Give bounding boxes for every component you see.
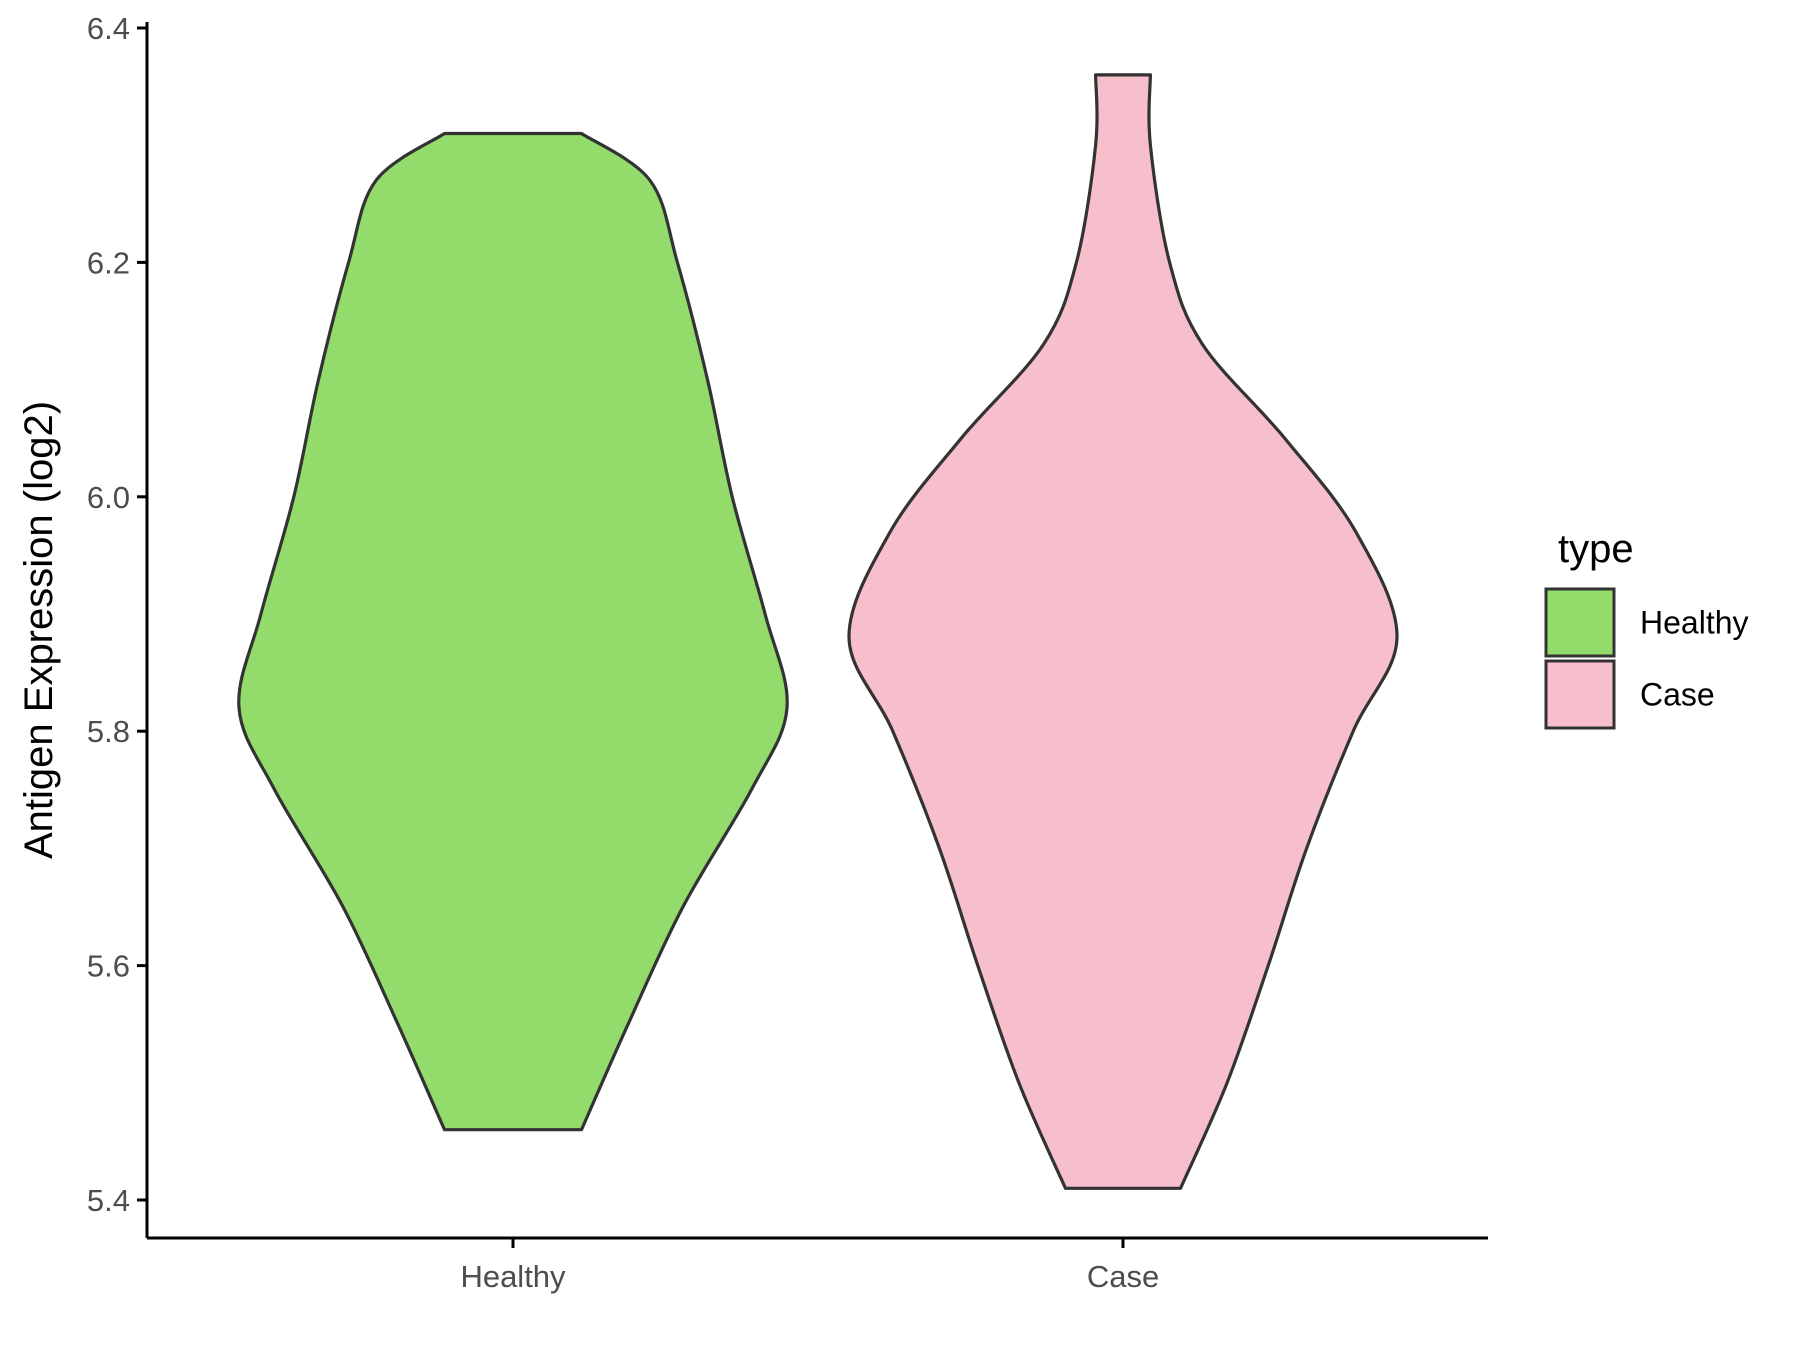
y-tick-label: 5.6 — [87, 949, 130, 984]
legend-label-healthy: Healthy — [1640, 605, 1749, 641]
legend: type Healthy Case — [1544, 527, 1749, 730]
violin-case — [847, 73, 1399, 1190]
y-tick-label: 5.8 — [87, 714, 130, 749]
legend-key-healthy — [1544, 587, 1616, 658]
violin-layer — [237, 73, 1399, 1190]
x-tick-label: Case — [1087, 1259, 1159, 1294]
x-tick-label: Healthy — [460, 1259, 566, 1294]
y-axis-title: Antigen Expression (log2) — [17, 401, 61, 859]
x-axis: Healthy Case — [147, 1236, 1488, 1294]
y-axis: 5.4 5.6 5.8 6.0 6.2 6.4 — [87, 11, 149, 1238]
x-ticks: Healthy Case — [460, 1238, 1159, 1294]
y-tick-label: 6.2 — [87, 245, 130, 280]
violin-healthy — [237, 131, 789, 1132]
legend-label-case: Case — [1640, 677, 1715, 713]
y-tick-label: 5.4 — [87, 1183, 130, 1218]
y-tick-label: 6.0 — [87, 480, 130, 515]
legend-title: type — [1558, 527, 1634, 571]
legend-key-case — [1544, 659, 1616, 730]
y-tick-label: 6.4 — [87, 11, 130, 46]
y-ticks: 5.4 5.6 5.8 6.0 6.2 6.4 — [87, 11, 147, 1218]
